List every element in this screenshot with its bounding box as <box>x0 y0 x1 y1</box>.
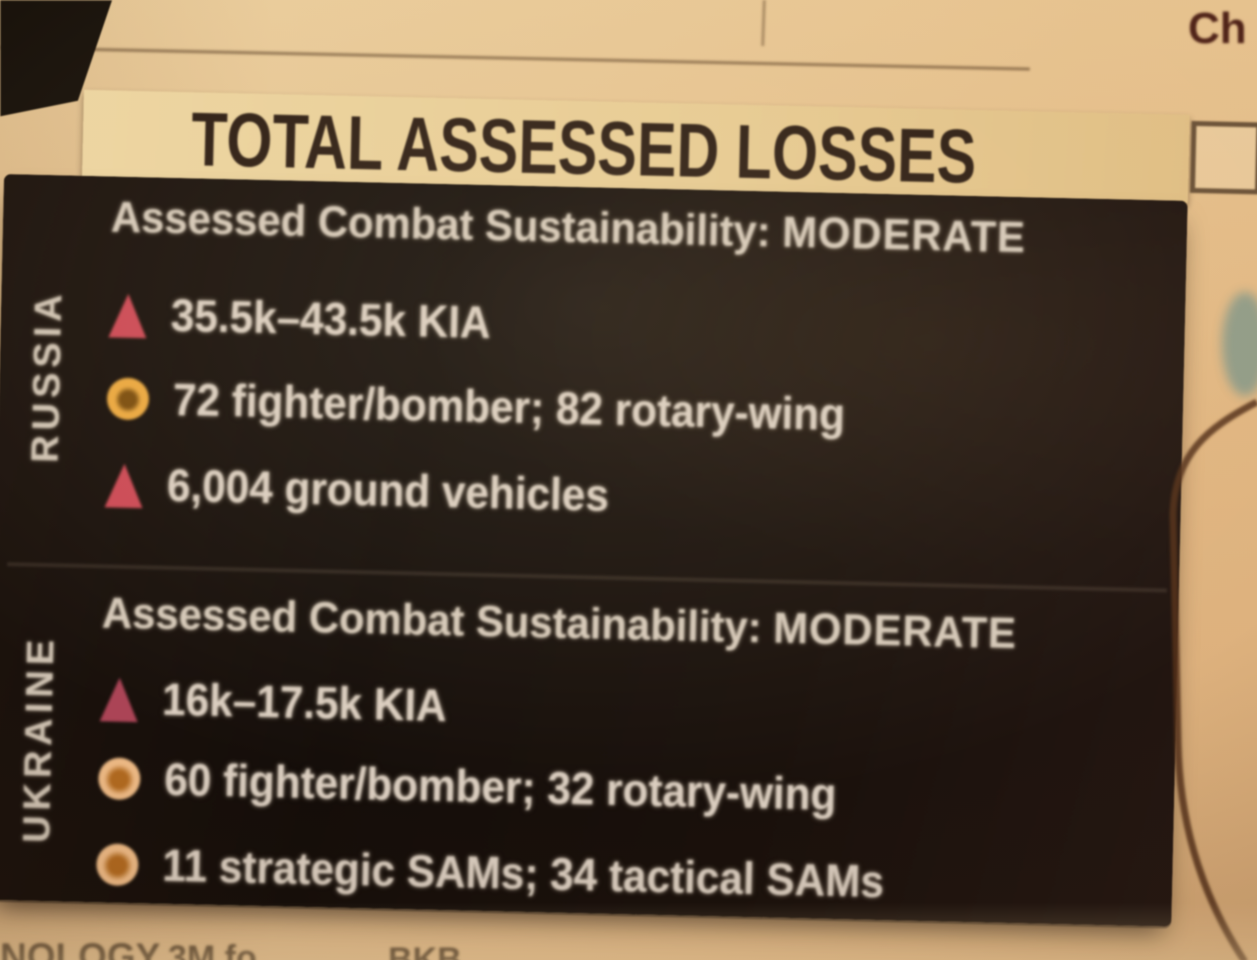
sustainability-value: MODERATE <box>781 207 1027 263</box>
loss-stat-text: 16k–17.5k KIA <box>161 673 448 732</box>
map-border-tick <box>761 0 766 47</box>
loss-stat-text: 6,004 ground vehicles <box>166 459 610 521</box>
sustainability-label: Assessed Combat Sustainability: <box>101 588 763 653</box>
ukraine-sams-row: 11 strategic SAMs; 34 tactical SAMs <box>95 838 931 909</box>
loss-stat-text: 72 fighter/bomber; 82 rotary-wing <box>172 373 846 441</box>
ukraine-sustainability-header: Assessed Combat Sustainability: MODERATE <box>102 588 1018 659</box>
cropped-caption-fragment: NOLOGY <box>0 936 161 960</box>
map-legend-square-icon <box>1189 120 1257 195</box>
orange-circle-marker-icon <box>106 377 150 421</box>
loss-stat-text: 60 fighter/bomber; 32 rotary-wing <box>163 753 837 821</box>
map-road-line <box>1169 398 1257 960</box>
map-place-label: Ch <box>1188 4 1247 53</box>
section-divider <box>7 562 1167 593</box>
cropped-caption-fragment: 3M fo <box>168 939 257 960</box>
loss-stat-text: 11 strategic SAMs; 34 tactical SAMs <box>161 839 885 908</box>
ukraine-kia-row: 16k–17.5k KIA <box>99 672 466 732</box>
section-label-russia: RUSSIA <box>24 288 71 464</box>
orange-circle-marker-icon <box>97 757 141 801</box>
russia-kia-row: 35.5k–43.5k KIA <box>108 288 511 349</box>
russia-vehicles-row: 6,004 ground vehicles <box>104 458 637 522</box>
red-triangle-marker-icon <box>104 463 144 509</box>
red-triangle-marker-icon <box>99 677 139 723</box>
map-border-line <box>0 46 1030 71</box>
map-lake-shape <box>1222 292 1257 396</box>
russia-aircraft-row: 72 fighter/bomber; 82 rotary-wing <box>106 372 888 442</box>
sustainability-value: MODERATE <box>772 603 1018 659</box>
losses-panel: RUSSIA Assessed Combat Sustainability: M… <box>0 173 1188 927</box>
russia-sustainability-header: Assessed Combat Sustainability: MODERATE <box>111 192 1027 263</box>
section-label-ukraine: UKRAINE <box>15 634 63 844</box>
ukraine-aircraft-row: 60 fighter/bomber; 32 rotary-wing <box>97 752 880 822</box>
losses-panel-stage: TOTAL ASSESSED LOSSES RUSSIA Assessed Co… <box>0 88 1257 927</box>
loss-stat-text: 35.5k–43.5k KIA <box>170 289 492 349</box>
cropped-caption-fragment: BKB <box>388 941 462 960</box>
orange-circle-marker-icon <box>95 843 139 887</box>
red-triangle-marker-icon <box>108 293 148 339</box>
sustainability-label: Assessed Combat Sustainability: <box>110 192 772 257</box>
